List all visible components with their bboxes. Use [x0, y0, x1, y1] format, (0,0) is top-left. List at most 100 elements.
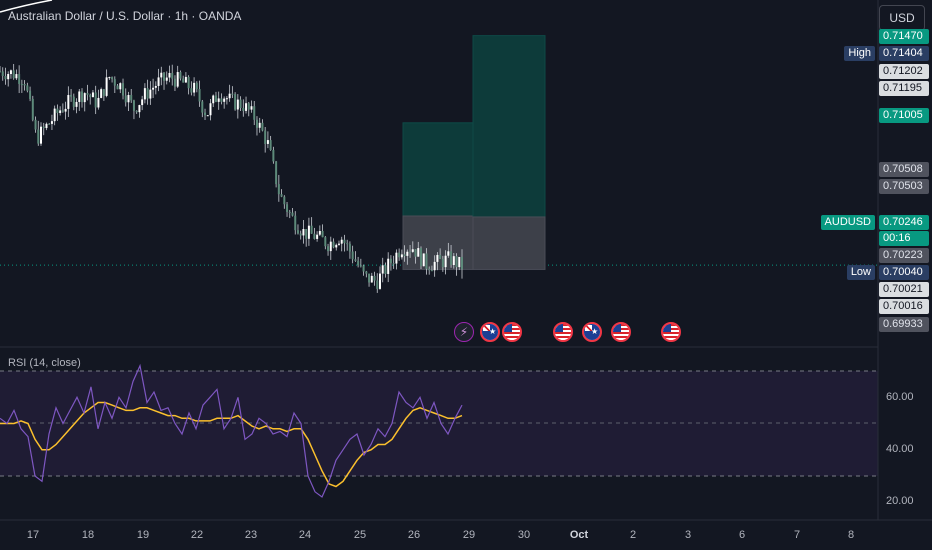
candle	[132, 99, 135, 120]
candle	[53, 105, 56, 126]
x-tick-17: 17	[26, 529, 40, 541]
candle	[67, 86, 70, 117]
candle	[458, 256, 461, 271]
candle	[419, 246, 422, 269]
candle	[61, 103, 64, 113]
candle	[70, 89, 73, 102]
price-label-0-70503: 0.70503	[879, 179, 929, 194]
candle	[89, 93, 92, 105]
candle	[310, 217, 313, 234]
candle	[1, 67, 4, 81]
candle	[351, 245, 354, 264]
price-label-0-71005: 0.71005	[879, 108, 929, 123]
candle	[286, 202, 289, 217]
price-label-00-16: 00:16	[879, 231, 929, 246]
candle	[433, 255, 436, 277]
candle	[280, 189, 283, 198]
candle	[376, 273, 379, 293]
candle	[42, 122, 45, 136]
candle	[173, 75, 176, 92]
candle	[31, 95, 34, 122]
high-tag: High	[844, 46, 875, 61]
candle	[447, 242, 450, 258]
rsi-tick-60: 60.00	[886, 391, 914, 403]
candle	[255, 116, 258, 136]
candle	[370, 272, 373, 283]
us-flag-icon[interactable]	[553, 322, 573, 342]
candle	[100, 87, 103, 99]
candle	[272, 146, 275, 164]
candle	[20, 79, 23, 93]
candle	[75, 98, 78, 114]
candle	[329, 236, 332, 260]
au-flag-icon[interactable]	[582, 322, 602, 342]
candle	[296, 224, 299, 235]
us-flag-icon[interactable]	[661, 322, 681, 342]
candle	[37, 120, 40, 146]
x-tick-30: 30	[517, 529, 531, 541]
x-tick-29: 29	[462, 529, 476, 541]
position-2-stop-zone[interactable]	[472, 216, 546, 270]
chart-title: Australian Dollar / U.S. Dollar · 1h · O…	[8, 9, 242, 23]
low-tag: Low	[846, 265, 875, 280]
candle	[105, 69, 108, 98]
candle	[113, 76, 116, 93]
currency-button[interactable]: USD	[879, 5, 925, 31]
candle	[171, 64, 174, 86]
candle	[409, 244, 412, 258]
candle	[50, 114, 53, 130]
x-tick-6: 6	[738, 529, 746, 541]
candle	[212, 94, 215, 108]
candle	[149, 81, 152, 105]
candle	[450, 244, 453, 268]
candle	[321, 224, 324, 238]
price-label-0-69933: 0.69933	[879, 317, 929, 332]
candle	[154, 81, 157, 95]
candle	[245, 96, 248, 114]
x-tick-25: 25	[353, 529, 367, 541]
candle	[152, 78, 155, 98]
candle	[122, 78, 125, 100]
candle	[275, 160, 278, 188]
candle	[214, 91, 217, 103]
candle	[430, 265, 433, 272]
candle	[29, 86, 32, 102]
candle	[400, 249, 403, 260]
candle	[130, 89, 133, 103]
candle	[146, 79, 149, 105]
lightning-icon[interactable]: ⚡	[454, 322, 474, 342]
candle	[411, 241, 414, 253]
position-1-target-zone[interactable]	[402, 122, 474, 217]
candle	[362, 264, 365, 276]
rsi-legend[interactable]: RSI (14, close)	[8, 357, 81, 369]
candle	[160, 66, 163, 86]
position-2-target-zone[interactable]	[472, 35, 546, 218]
candle	[64, 101, 67, 120]
candle	[201, 99, 204, 118]
candle	[291, 207, 294, 217]
candle	[143, 83, 146, 104]
candle	[378, 266, 381, 290]
us-flag-icon[interactable]	[502, 322, 522, 342]
candle	[81, 88, 84, 108]
x-tick-26: 26	[407, 529, 421, 541]
au-flag-icon[interactable]	[480, 322, 500, 342]
candle	[258, 117, 261, 133]
candle	[261, 119, 264, 132]
candle	[83, 92, 86, 112]
candle	[373, 271, 376, 286]
candle	[250, 100, 253, 113]
candle	[294, 211, 297, 235]
us-flag-icon[interactable]	[611, 322, 631, 342]
candle	[23, 80, 26, 91]
candle	[108, 76, 111, 80]
candle	[198, 80, 201, 107]
candle	[395, 249, 398, 270]
audusd-tag: AUDUSD	[820, 215, 875, 230]
candle	[242, 99, 245, 117]
price-label-0-70021: 0.70021	[879, 282, 929, 297]
candle	[193, 77, 196, 97]
candle	[340, 236, 343, 252]
position-tools[interactable]	[402, 35, 546, 270]
